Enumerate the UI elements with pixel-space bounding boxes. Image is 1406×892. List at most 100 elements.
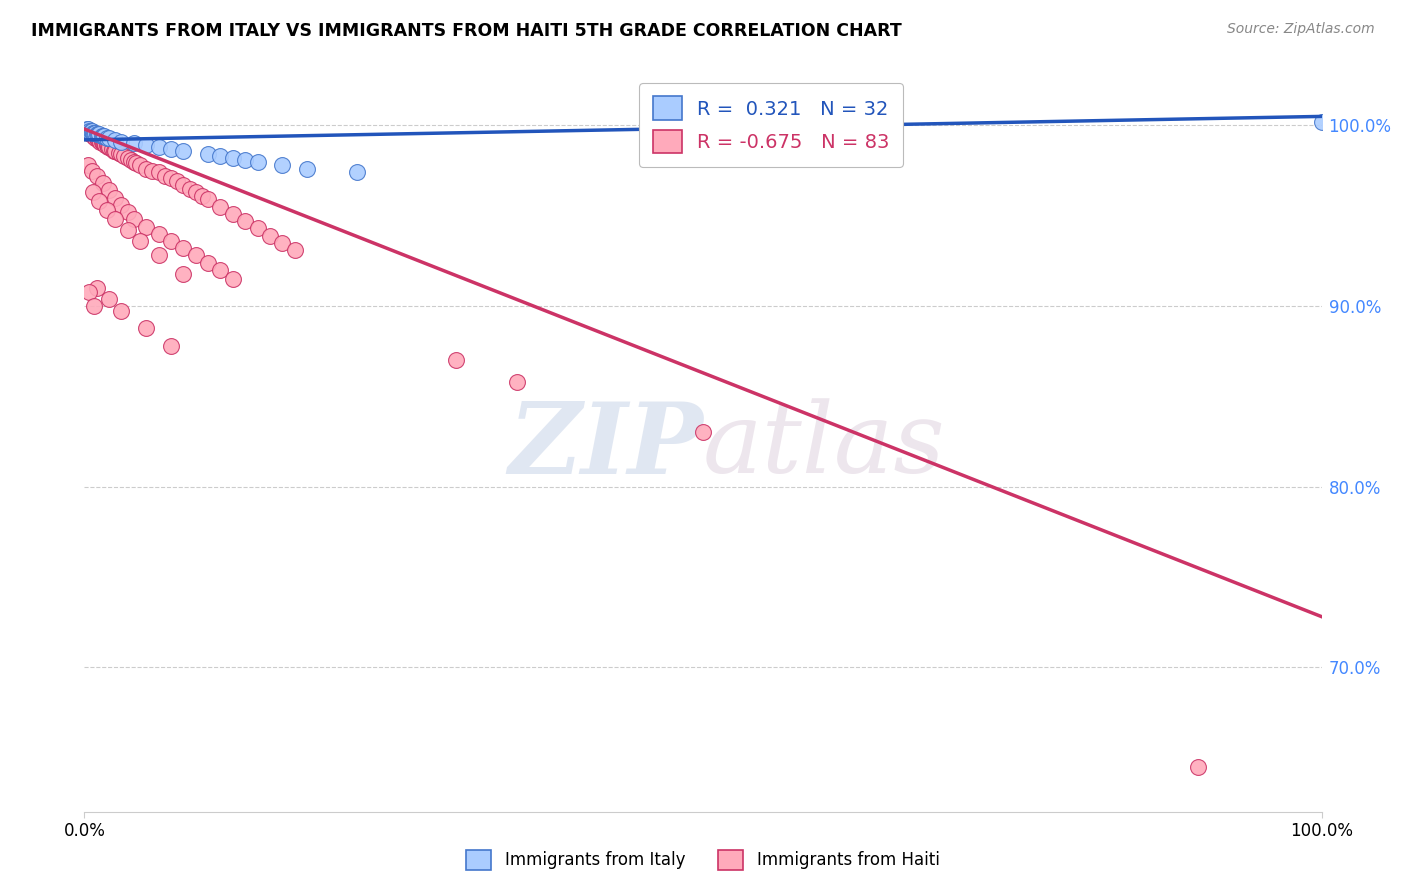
Point bbox=[83, 299, 105, 313]
Point bbox=[98, 140, 121, 154]
Legend: Immigrants from Italy, Immigrants from Haiti: Immigrants from Italy, Immigrants from H… bbox=[460, 843, 946, 877]
Point bbox=[96, 138, 118, 153]
Point bbox=[209, 200, 232, 214]
Point bbox=[93, 136, 115, 151]
Point bbox=[506, 375, 529, 389]
Point bbox=[90, 129, 112, 144]
Point bbox=[86, 128, 108, 142]
Point bbox=[148, 140, 170, 154]
Point bbox=[90, 135, 112, 149]
Point bbox=[79, 126, 101, 140]
Point bbox=[76, 122, 98, 136]
Point bbox=[233, 214, 256, 228]
Point bbox=[120, 153, 142, 167]
Point bbox=[93, 129, 115, 144]
Point bbox=[110, 135, 132, 149]
Point bbox=[135, 161, 157, 176]
Point bbox=[222, 151, 245, 165]
Point bbox=[148, 165, 170, 179]
Point bbox=[86, 169, 108, 183]
Point bbox=[89, 128, 111, 142]
Point bbox=[97, 140, 120, 154]
Point bbox=[83, 129, 105, 144]
Point bbox=[82, 126, 104, 140]
Point bbox=[91, 136, 114, 151]
Point bbox=[233, 153, 256, 167]
Point bbox=[172, 241, 194, 255]
Point bbox=[284, 243, 307, 257]
Point bbox=[86, 131, 108, 145]
Point bbox=[77, 122, 100, 136]
Point bbox=[108, 145, 131, 160]
Legend: R =  0.321   N = 32, R = -0.675   N = 83: R = 0.321 N = 32, R = -0.675 N = 83 bbox=[638, 83, 903, 167]
Point bbox=[160, 170, 183, 185]
Point bbox=[172, 267, 194, 281]
Point bbox=[222, 272, 245, 286]
Point bbox=[125, 156, 148, 170]
Point bbox=[1187, 759, 1209, 773]
Point bbox=[79, 285, 101, 299]
Point bbox=[172, 178, 194, 192]
Text: atlas: atlas bbox=[703, 399, 946, 493]
Point bbox=[222, 207, 245, 221]
Point bbox=[79, 128, 101, 142]
Point bbox=[96, 131, 118, 145]
Point bbox=[1310, 115, 1333, 129]
Point bbox=[80, 163, 103, 178]
Point bbox=[135, 219, 157, 234]
Point bbox=[160, 142, 183, 156]
Text: ZIP: ZIP bbox=[508, 398, 703, 494]
Point bbox=[166, 174, 188, 188]
Point bbox=[160, 234, 183, 248]
Point bbox=[209, 149, 232, 163]
Point bbox=[98, 292, 121, 306]
Point bbox=[110, 304, 132, 318]
Point bbox=[172, 144, 194, 158]
Point bbox=[96, 203, 118, 218]
Point bbox=[191, 189, 214, 203]
Point bbox=[98, 131, 121, 145]
Point bbox=[246, 154, 269, 169]
Point bbox=[117, 151, 139, 165]
Point bbox=[122, 154, 145, 169]
Point bbox=[197, 147, 219, 161]
Point bbox=[209, 263, 232, 277]
Text: Source: ZipAtlas.com: Source: ZipAtlas.com bbox=[1227, 22, 1375, 37]
Point bbox=[77, 158, 100, 172]
Point bbox=[246, 221, 269, 235]
Point bbox=[104, 133, 127, 147]
Point bbox=[100, 142, 122, 156]
Point bbox=[91, 176, 114, 190]
Point bbox=[122, 136, 145, 151]
Point bbox=[129, 158, 152, 172]
Point bbox=[89, 135, 111, 149]
Point bbox=[104, 191, 127, 205]
Point bbox=[346, 165, 368, 179]
Point bbox=[692, 425, 714, 440]
Point bbox=[103, 144, 125, 158]
Point bbox=[87, 133, 110, 147]
Point bbox=[153, 169, 176, 183]
Point bbox=[86, 281, 108, 295]
Point bbox=[91, 129, 114, 144]
Point bbox=[129, 234, 152, 248]
Point bbox=[104, 212, 127, 227]
Point bbox=[80, 124, 103, 138]
Point bbox=[197, 193, 219, 207]
Text: IMMIGRANTS FROM ITALY VS IMMIGRANTS FROM HAITI 5TH GRADE CORRELATION CHART: IMMIGRANTS FROM ITALY VS IMMIGRANTS FROM… bbox=[31, 22, 901, 40]
Point bbox=[84, 126, 107, 140]
Point bbox=[110, 147, 132, 161]
Point bbox=[82, 129, 104, 144]
Point bbox=[110, 198, 132, 212]
Point bbox=[87, 128, 110, 142]
Point bbox=[179, 181, 201, 195]
Point bbox=[112, 149, 135, 163]
Point bbox=[135, 320, 157, 334]
Point bbox=[148, 227, 170, 241]
Point bbox=[83, 126, 105, 140]
Point bbox=[122, 212, 145, 227]
Point bbox=[89, 133, 111, 147]
Point bbox=[89, 194, 111, 209]
Point bbox=[79, 124, 101, 138]
Point bbox=[82, 186, 104, 200]
